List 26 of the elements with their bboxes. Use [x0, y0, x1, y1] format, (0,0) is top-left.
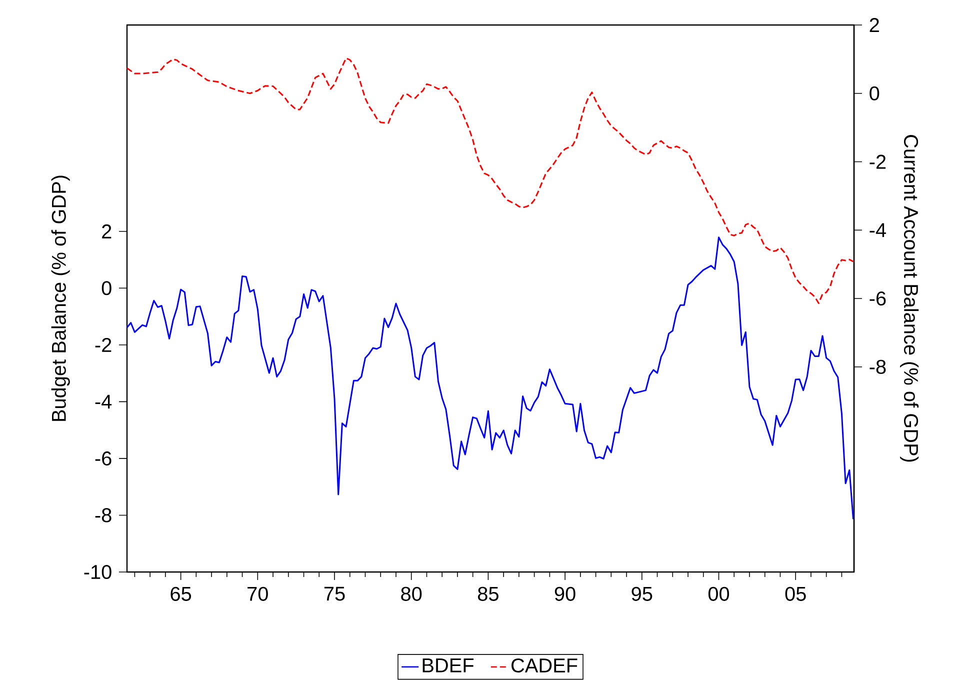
legend-label: CADEF: [512, 658, 578, 673]
y2-tick-label: 0: [870, 86, 880, 100]
y-tick-label: -6: [95, 451, 112, 466]
y2-tick-label: -6: [870, 291, 886, 306]
y-tick-label: -8: [95, 508, 112, 522]
y-axis-title: Budget Balance (% of GDP): [51, 176, 70, 421]
x-tick-label: 95: [632, 586, 652, 601]
y2-axis-title: Current Account Balance (% of GDP): [900, 135, 919, 462]
x-tick-label: 85: [478, 586, 498, 601]
y2-tick-label: -2: [870, 154, 886, 169]
legend-label: BDEF: [422, 658, 474, 672]
y-tick-label: -4: [95, 394, 112, 409]
x-tick-label: 65: [170, 586, 192, 601]
y-tick-label: -2: [95, 338, 112, 352]
x-tick-label: 00: [708, 586, 730, 601]
y-tick-label: -10: [84, 564, 112, 580]
x-tick-label: 80: [401, 586, 422, 601]
y2-tick-label: -8: [870, 360, 886, 374]
y2-tick-label: -4: [870, 223, 886, 237]
y-tick-label: 2: [102, 224, 112, 238]
x-tick-label: 75: [324, 586, 345, 601]
y-tick-label: 0: [102, 281, 112, 296]
y2-tick-label: 2: [870, 18, 879, 32]
x-tick-label: 70: [248, 586, 268, 601]
x-tick-label: 05: [785, 586, 806, 601]
x-tick-label: 90: [554, 586, 576, 601]
